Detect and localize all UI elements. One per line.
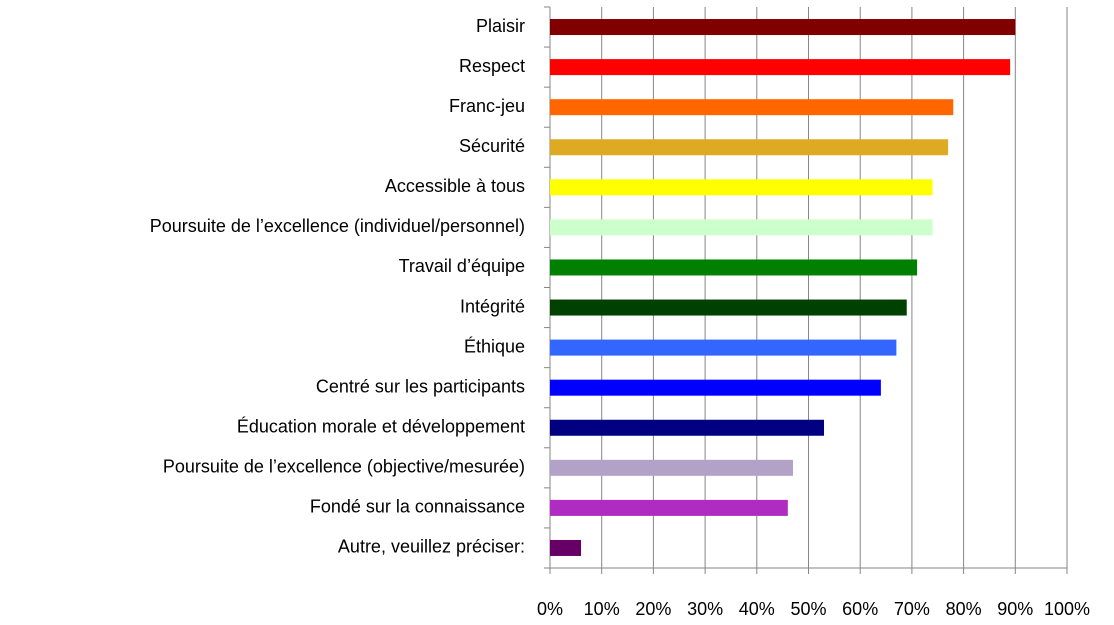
x-tick-label: 20%	[635, 599, 671, 619]
y-tick-label: Poursuite de l’excellence (individuel/pe…	[150, 216, 525, 236]
y-tick-label: Centré sur les participants	[316, 376, 525, 396]
bar	[550, 419, 825, 436]
bar	[550, 59, 1011, 76]
bar	[550, 139, 949, 156]
x-tick-label: 50%	[790, 599, 826, 619]
x-tick-label: 100%	[1044, 599, 1090, 619]
y-tick-label: Respect	[459, 56, 525, 76]
bar	[550, 299, 907, 316]
y-tick-label: Éducation morale et développement	[237, 417, 525, 437]
bar	[550, 379, 881, 396]
y-tick-label: Fondé sur la connaissance	[310, 497, 525, 517]
x-tick-label: 10%	[584, 599, 620, 619]
bar	[550, 259, 918, 276]
bar	[550, 19, 1016, 36]
y-tick-label: Travail d’équipe	[399, 256, 525, 276]
bar	[550, 499, 788, 516]
y-tick-label: Plaisir	[476, 16, 525, 36]
bar	[550, 539, 582, 556]
x-tick-label: 60%	[842, 599, 878, 619]
bar	[550, 99, 954, 116]
x-tick-label: 90%	[997, 599, 1033, 619]
y-tick-label: Intégrité	[460, 296, 525, 316]
x-tick-label: 40%	[739, 599, 775, 619]
x-tick-label: 80%	[946, 599, 982, 619]
x-tick-label: 70%	[894, 599, 930, 619]
x-tick-label: 0%	[537, 599, 563, 619]
bar	[550, 459, 793, 476]
y-tick-label: Poursuite de l’excellence (objective/mes…	[163, 457, 525, 477]
bar	[550, 179, 933, 196]
bar	[550, 339, 897, 356]
y-tick-label: Franc-jeu	[449, 96, 525, 116]
y-tick-label: Sécurité	[459, 136, 525, 156]
bar	[550, 219, 933, 236]
y-tick-label: Autre, veuillez préciser:	[338, 537, 525, 557]
y-tick-label: Éthique	[464, 336, 525, 356]
x-tick-label: 30%	[687, 599, 723, 619]
y-tick-label: Accessible à tous	[385, 176, 525, 196]
